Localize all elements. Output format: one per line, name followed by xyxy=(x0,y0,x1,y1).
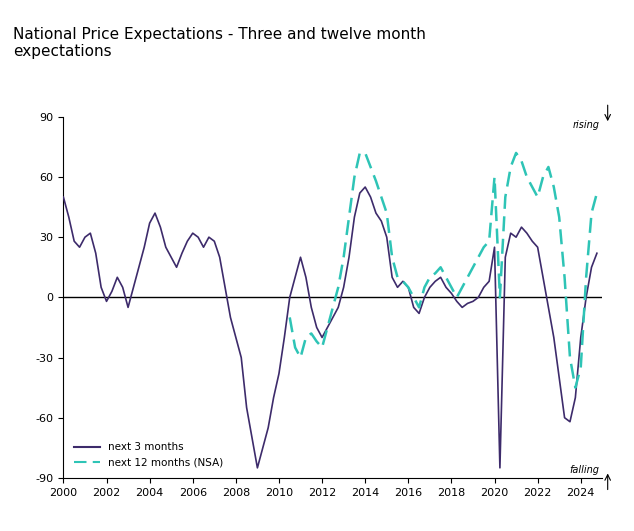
Text: Price Expectations: Price Expectations xyxy=(268,98,398,112)
Legend: next 3 months, next 12 months (NSA): next 3 months, next 12 months (NSA) xyxy=(68,437,229,473)
Text: rising: rising xyxy=(573,119,600,130)
Text: falling: falling xyxy=(569,465,600,475)
Text: Net balance, %, SA: Net balance, %, SA xyxy=(74,100,167,110)
Text: National Price Expectations - Three and twelve month
expectations: National Price Expectations - Three and … xyxy=(13,27,425,59)
